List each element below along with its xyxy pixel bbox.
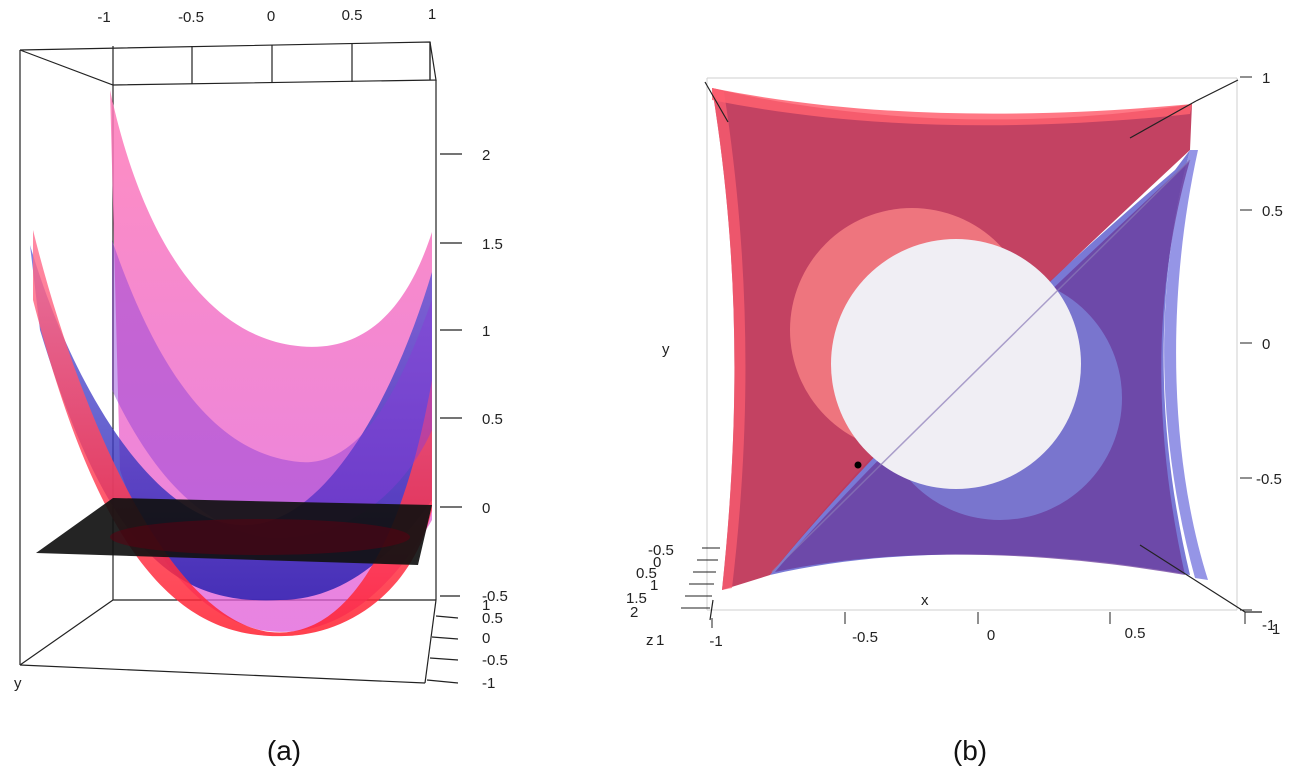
panel-b: 1 0.5 0 -0.5 -1 -1 -0.5 0 0.5 1 -0.5 0 0…: [626, 70, 1283, 766]
a-top-tick: 0: [267, 8, 275, 25]
panel-b-axis-lines: [704, 79, 1262, 621]
a-z-tick: 2: [482, 147, 490, 164]
panel-b-z-ticks: -0.5 0 0.5 1 1.5 2: [626, 542, 674, 621]
a-y-tick: -1: [482, 675, 495, 692]
panel-b-surfaces: [712, 88, 1208, 590]
a-top-tick: 0.5: [342, 7, 363, 24]
marked-point: [854, 461, 862, 469]
b-right-tick: 1: [1262, 70, 1270, 87]
b-right-tick: 0: [1262, 336, 1270, 353]
b-bottom-tick: 1: [1272, 621, 1280, 638]
a-top-tick: 1: [428, 6, 436, 23]
red-surface-left-edge: [712, 88, 746, 590]
b-z-axis-label-suffix: 1: [656, 632, 664, 649]
a-z-tick: 1: [482, 323, 490, 340]
b-z-tick: 0.5: [636, 565, 657, 582]
diagonal-intersection: [771, 159, 1191, 573]
b-z-tick: -0.5: [648, 542, 674, 559]
panel-a-top-ticks: -1 -0.5 0 0.5 1: [97, 6, 436, 26]
a-y-axis-label: y: [14, 675, 22, 692]
a-top-tick: -0.5: [178, 9, 204, 26]
b-right-tick: 0.5: [1262, 203, 1283, 220]
panel-a-y-ticks: -0.5 1 0.5 0 -0.5 -1: [482, 588, 508, 692]
white-disk: [831, 239, 1081, 489]
b-bottom-tick: -1: [709, 633, 722, 650]
panel-b-bottom-ticks: -1 -0.5 0 0.5 1: [709, 621, 1280, 650]
a-y-tick: 0.5: [482, 610, 503, 627]
b-z-tick: 0: [653, 554, 661, 571]
a-z-tick: 0.5: [482, 411, 503, 428]
panel-b-ticks-marks: [681, 76, 1252, 628]
blue-surface-edge: [1164, 150, 1208, 580]
b-x-axis-label: x: [921, 592, 929, 609]
caption-a: (a): [267, 735, 301, 766]
b-bottom-tick: 0.5: [1125, 625, 1146, 642]
panel-b-right-ticks: 1 0.5 0 -0.5 -1: [1256, 70, 1283, 634]
b-right-tick: -1: [1262, 617, 1275, 634]
panel-b-box: [706, 77, 1238, 611]
b-z-tick: 1.5: [626, 590, 647, 607]
plane-intersection-ellipse: [110, 519, 410, 555]
b-bottom-tick: 0: [987, 627, 995, 644]
panel-a-z-ticks: 2 1.5 1 0.5 0: [482, 147, 503, 517]
a-y-tick: -0.5: [482, 588, 508, 605]
panel-a-surfaces: [30, 90, 432, 637]
b-z-tick: 1: [650, 577, 658, 594]
a-z-tick: 1.5: [482, 236, 503, 253]
purple-sheet: [112, 240, 432, 539]
a-y-tick: 1: [482, 597, 490, 614]
b-bottom-tick: -0.5: [852, 629, 878, 646]
b-right-tick: -0.5: [1256, 471, 1282, 488]
a-top-tick: -1: [97, 9, 110, 26]
caption-b: (b): [953, 735, 987, 766]
a-y-tick: -0.5: [482, 652, 508, 669]
b-y-axis-label: y: [662, 341, 670, 358]
a-y-tick: 0: [482, 630, 490, 647]
panel-a: -1 -0.5 0 0.5 1 2 1.5 1 0.5 0 -0.5 1 0.5…: [14, 6, 508, 766]
red-surface-top-edge: [712, 88, 1192, 126]
b-z-tick: 2: [630, 604, 638, 621]
b-z-axis-label: z: [646, 632, 654, 649]
a-z-tick: 0: [482, 500, 490, 517]
